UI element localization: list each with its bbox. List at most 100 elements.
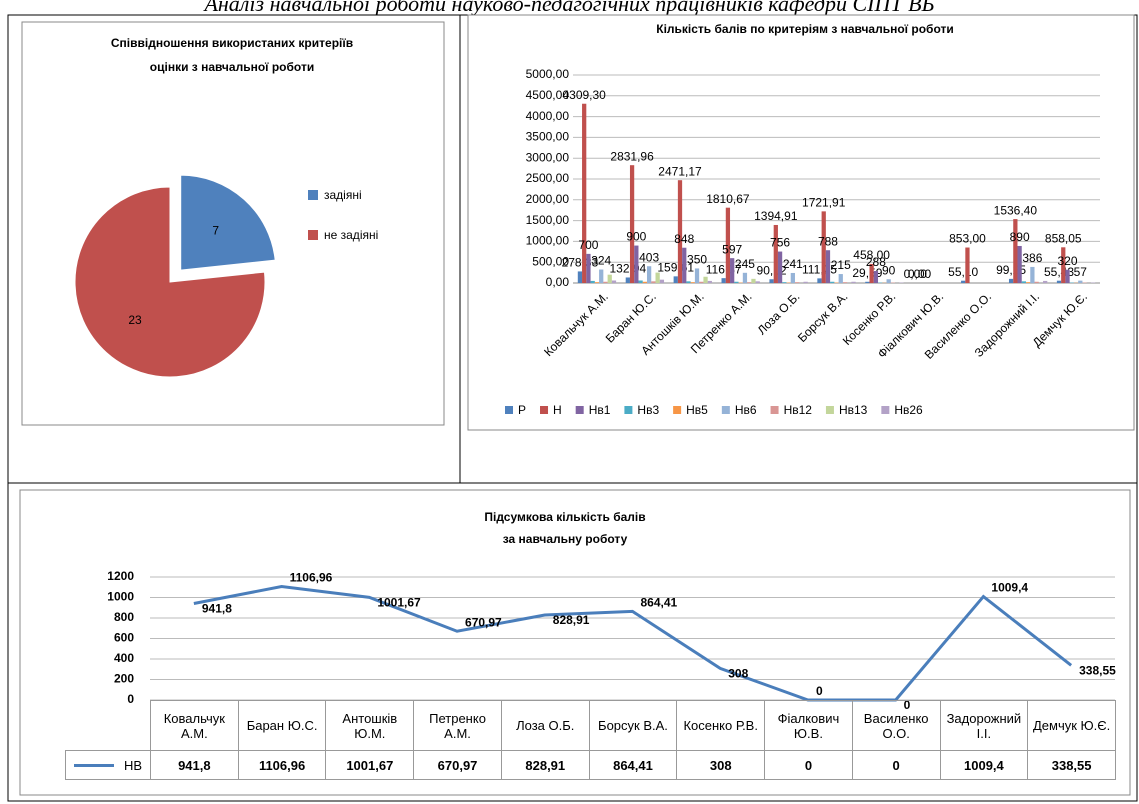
data-label: 350 [687,253,707,267]
data-label: 0 [816,684,823,698]
bar [599,269,604,283]
table-value: 828,91 [500,750,590,780]
bar [1030,266,1035,283]
data-label: 338,55 [1079,663,1116,677]
y-tick-label: 5000,00 [526,67,570,81]
y-tick-label: 3500,00 [526,130,570,144]
bar [803,281,808,283]
bar [655,272,660,283]
bar [1043,280,1048,283]
bar [629,165,635,283]
bar [659,279,665,283]
y-tick-label: 400 [114,651,134,665]
y-tick-label: 4000,00 [526,109,570,123]
legend-label: Р [518,403,526,417]
table-value: 1106,96 [237,750,327,780]
data-label: 941,8 [202,602,232,616]
y-tick-label: 800 [114,610,134,624]
legend-swatch [770,406,779,414]
data-label: 1536,40 [994,203,1038,217]
bar [673,276,678,283]
line [193,585,1073,702]
data-label: 245 [735,257,755,271]
data-label: 308 [728,667,748,681]
chart-title: Підсумкова кількість балів [484,510,645,524]
bar [734,281,739,283]
bar [594,282,600,283]
bar [577,271,583,283]
bar [769,279,774,283]
data-label: 241 [783,257,803,271]
bar [790,272,795,283]
table-header: Ковальчук А.М. [150,700,239,751]
chart-title: оцінки з навчальної роботи [150,60,314,74]
pie-slice [74,186,266,378]
legend-swatch [881,406,890,414]
legend-label: Нв1 [589,403,611,417]
data-label: 4309,30 [562,88,606,102]
data-label: 2831,96 [610,149,654,163]
pie-slice [180,174,276,271]
table-header: Лоза О.Б. [500,700,590,751]
table-header: Фіалкович Ю.В. [764,700,853,751]
legend-label: Н [553,403,562,417]
data-label: 215 [831,258,851,272]
bar [699,281,704,283]
bar [825,250,831,283]
y-tick-label: 200 [114,672,134,686]
data-label: 0,00 [904,267,928,281]
legend-label: Нв5 [686,403,708,417]
table-header: Баран Ю.С. [237,700,327,751]
bar [611,280,617,283]
data-label: 858,05 [1045,231,1082,245]
bar [646,266,652,283]
bar [582,103,587,283]
table-header: Петренко А.М. [413,700,502,751]
y-tick-label: 500,00 [532,254,569,268]
bar [886,279,891,283]
data-label: 1721,91 [802,196,846,210]
bar [607,274,612,283]
data-label: 55,10 [948,265,978,279]
bar [961,280,966,283]
bar [625,277,630,283]
data-label: 90 [882,263,896,277]
y-tick-label: 2500,00 [526,171,570,185]
y-tick-label: 2000,00 [526,192,570,206]
data-label: 403 [639,250,659,264]
bar [677,180,683,283]
y-tick-label: 600 [114,631,134,645]
bar [821,211,826,283]
legend-swatch [505,406,513,414]
bar [1026,282,1031,283]
legend-label: Нв12 [784,403,813,417]
data-label: 1810,67 [706,192,750,206]
legend-label: Нв3 [637,403,659,417]
table-legend: НВ [65,750,151,780]
bar [1017,245,1022,283]
y-tick-label: 4500,00 [526,88,570,102]
bar [651,281,656,283]
data-label: 320 [1058,254,1078,268]
bar [782,282,787,283]
bar [707,280,712,283]
data-label: 864,41 [641,596,678,610]
bar [694,268,700,283]
bar [690,282,695,283]
legend-label: Нв13 [839,403,868,417]
data-label: 670,97 [465,615,502,629]
data-label: 828,91 [553,613,590,627]
legend-swatch [540,406,549,414]
table-header: Демчук Ю.Є. [1027,700,1116,751]
bar [682,247,687,283]
bar [777,251,783,283]
data-label: 324 [591,254,611,268]
legend-swatch [825,406,834,414]
slice-label: 7 [212,223,219,237]
bar [703,276,708,283]
table-header: Задорожний І.І. [939,700,1029,751]
legend-label: задіяні [324,188,362,202]
bar [830,281,835,283]
